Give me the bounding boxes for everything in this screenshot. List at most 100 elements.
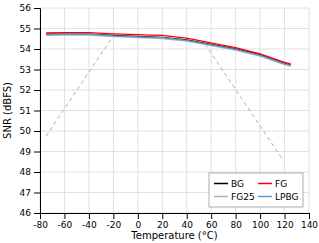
x-tick: 80 (230, 213, 242, 230)
y-tick-mark (34, 131, 40, 132)
x-tick-label: 0 (135, 220, 141, 230)
series-line (46, 35, 291, 66)
x-axis: -80 -60 -40 -20 0 20 40 60 80 100 120 140 (33, 213, 318, 230)
x-tick-mark (187, 213, 188, 219)
y-tick: 56 (20, 3, 40, 13)
grid (40, 8, 309, 213)
x-tick-label: 140 (301, 220, 318, 230)
y-tick: 46 (20, 208, 40, 218)
x-tick-mark (236, 213, 237, 219)
x-tick-label: -20 (107, 220, 122, 230)
series-line (46, 33, 291, 64)
chart: -80 -60 -40 -20 0 20 40 60 80 100 120 140 46 47 48 49 50… (0, 0, 319, 243)
y-tick-mark (34, 90, 40, 91)
legend-item: LPBG (258, 192, 298, 202)
legend-frame (209, 173, 303, 207)
y-tick-mark (34, 8, 40, 9)
x-tick-mark (162, 213, 163, 219)
y-grid-line (40, 151, 309, 152)
y-tick-mark (34, 213, 40, 214)
y-tick-mark (34, 152, 40, 153)
legend-swatch (214, 196, 228, 198)
x-tick-label: -40 (82, 220, 97, 230)
y-grid-line (40, 172, 309, 173)
x-tick-label: 100 (252, 220, 269, 230)
x-tick: 100 (252, 213, 269, 230)
y-tick: 50 (20, 126, 40, 136)
y-tick-label: 47 (20, 188, 31, 198)
y-tick-label: 52 (20, 85, 31, 95)
y-tick: 52 (20, 85, 40, 95)
x-tick-mark (260, 213, 261, 219)
y-grid-line (40, 28, 309, 29)
y-tick-label: 55 (20, 24, 31, 34)
y-grid-line (40, 90, 309, 91)
legend-item: FG (258, 179, 287, 189)
x-tick: 140 (301, 213, 318, 230)
y-tick-label: 51 (20, 106, 31, 116)
legend-label: BG (231, 179, 244, 189)
legend-label: FG (275, 179, 287, 189)
legend-label: FG25 (231, 192, 255, 202)
y-tick-label: 56 (20, 3, 32, 13)
y-axis-title: SNR (dBFS) (2, 82, 13, 139)
x-tick: -40 (82, 213, 97, 230)
y-tick: 51 (20, 106, 40, 116)
legend-swatch (258, 183, 272, 185)
y-tick-label: 49 (20, 147, 32, 157)
y-tick-mark (34, 172, 40, 173)
y-grid-line (40, 110, 309, 111)
y-axis-line (34, 9, 41, 214)
x-tick: -80 (33, 213, 48, 230)
x-tick-mark (309, 213, 310, 219)
x-tick-label: -60 (58, 220, 73, 230)
y-tick-label: 48 (20, 167, 32, 177)
x-tick: -60 (58, 213, 73, 230)
x-tick-mark (285, 213, 286, 219)
y-grid-line (40, 49, 309, 50)
legend-item: FG25 (214, 192, 255, 202)
x-axis-line (41, 214, 310, 220)
y-tick-label: 53 (20, 65, 31, 75)
series-line (46, 34, 291, 65)
annotation-line (46, 35, 113, 136)
legend-item: BG (214, 179, 244, 189)
x-tick: 20 (157, 213, 169, 230)
annotation-line (205, 44, 282, 159)
y-tick-mark (34, 193, 40, 194)
y-grid-line (40, 69, 309, 70)
series-line (46, 34, 291, 65)
y-grid-line (40, 8, 309, 9)
y-tick: 49 (20, 147, 40, 157)
y-tick-label: 54 (20, 44, 32, 54)
x-tick-mark (211, 213, 212, 219)
x-tick: 40 (182, 213, 194, 230)
y-tick-mark (34, 111, 40, 112)
x-tick-label: 60 (206, 220, 218, 230)
x-tick-mark (113, 213, 114, 219)
legend-swatch (214, 183, 228, 185)
y-tick: 55 (20, 24, 40, 34)
y-tick: 54 (20, 44, 40, 54)
x-tick: -20 (107, 213, 122, 230)
y-tick: 47 (20, 188, 40, 198)
x-tick-label: 40 (182, 220, 194, 230)
y-tick-label: 46 (20, 208, 32, 218)
y-tick-mark (34, 70, 40, 71)
y-tick-mark (34, 49, 40, 50)
x-tick-label: 20 (157, 220, 169, 230)
y-axis: 46 47 48 49 50 51 52 53 54 55 56 (20, 3, 41, 218)
x-tick: 120 (276, 213, 293, 230)
y-grid-line (40, 131, 309, 132)
x-tick: 0 (135, 213, 141, 230)
x-tick-label: -80 (33, 220, 48, 230)
x-tick: 60 (206, 213, 218, 230)
plot: -80 -60 -40 -20 0 20 40 60 80 100 120 140 46 47 48 49 50… (20, 3, 319, 230)
y-tick-mark (34, 29, 40, 30)
x-tick-mark (89, 213, 90, 219)
x-tick-mark (64, 213, 65, 219)
x-tick-label: 80 (230, 220, 242, 230)
y-tick: 53 (20, 65, 40, 75)
lines (46, 33, 291, 159)
x-tick-mark (138, 213, 139, 219)
